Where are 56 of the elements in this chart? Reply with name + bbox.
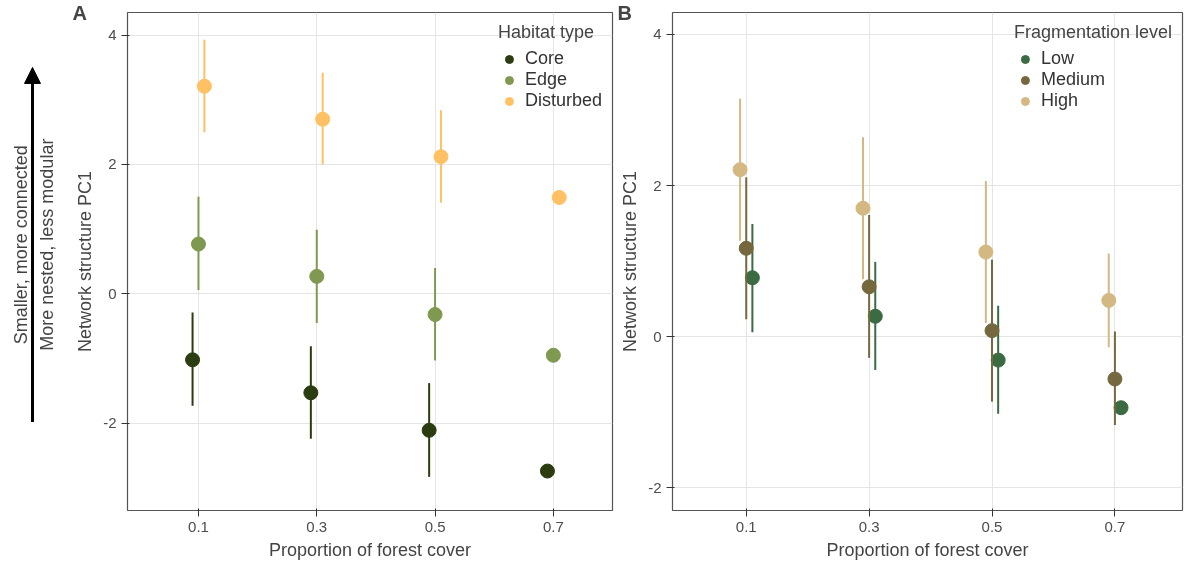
point <box>978 244 994 260</box>
legend-label: Core <box>524 48 564 69</box>
text: More nested, less modular <box>36 138 57 351</box>
x-tick-label: 0.5 <box>981 517 1003 535</box>
point <box>196 78 212 94</box>
y-tick-label: -2 <box>648 478 662 496</box>
x-axis-title: Proportion of forest cover <box>826 539 1029 560</box>
y-tick-label: 0 <box>108 284 117 302</box>
point <box>1113 400 1129 416</box>
x-tick-label: 0.1 <box>735 517 757 535</box>
chart-title: B <box>617 1 632 24</box>
point <box>984 323 1000 339</box>
x-tick-label: 0.5 <box>424 517 446 535</box>
y-tick-label: 0 <box>653 327 662 345</box>
point <box>315 111 331 127</box>
legend-label: High <box>1040 90 1078 111</box>
x-tick-label: 0.1 <box>188 517 209 535</box>
point <box>551 189 567 205</box>
y-axis-title: Network structure PC1 <box>620 170 641 353</box>
point <box>303 385 319 401</box>
point <box>185 352 201 368</box>
legend-title: Fragmentation level <box>1013 22 1172 43</box>
point <box>309 268 325 284</box>
point <box>990 352 1006 368</box>
text: Smaller, more connected <box>10 145 31 345</box>
point <box>190 236 206 252</box>
y-tick-label: 4 <box>108 26 117 44</box>
point <box>1107 371 1123 387</box>
y-tick-label: 4 <box>653 25 662 43</box>
x-tick-label: 0.7 <box>542 517 564 535</box>
point <box>732 162 748 178</box>
x-axis-title: Proportion of forest cover <box>268 539 472 560</box>
x-tick-label: 0.3 <box>858 517 880 535</box>
point <box>545 347 561 363</box>
point <box>433 149 449 165</box>
point <box>861 279 877 295</box>
legend-label: Disturbed <box>524 90 602 111</box>
y-tick-label: 2 <box>653 176 662 194</box>
point <box>427 307 443 323</box>
point <box>421 422 437 438</box>
legend-label: Medium <box>1040 69 1105 90</box>
x-tick-label: 0.7 <box>1104 517 1126 535</box>
y-tick-label: 2 <box>108 155 117 173</box>
legend-label: Low <box>1040 48 1074 69</box>
point <box>744 270 760 286</box>
point <box>1101 292 1117 308</box>
y-tick-label: -2 <box>103 414 117 432</box>
y-axis-title: Network structure PC1 <box>75 170 96 353</box>
legend-label: Edge <box>524 69 567 90</box>
chart-title: A <box>72 1 87 24</box>
point <box>539 463 555 479</box>
point <box>867 308 883 324</box>
point <box>738 240 754 256</box>
point <box>855 200 871 216</box>
x-tick-label: 0.3 <box>306 517 328 535</box>
legend-title: Habitat type <box>497 22 595 43</box>
